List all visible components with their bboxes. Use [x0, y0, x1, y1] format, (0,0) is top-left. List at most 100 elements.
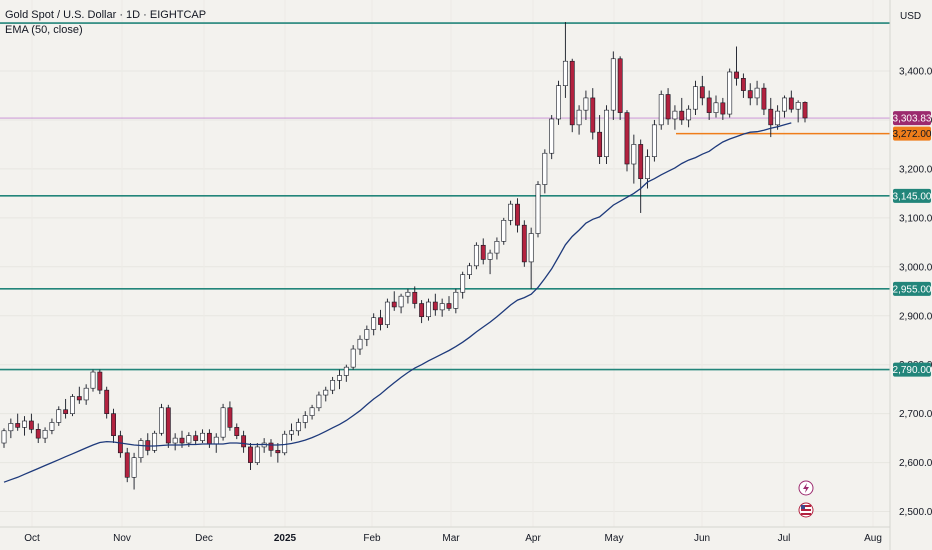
candle[interactable]	[679, 110, 685, 121]
candle[interactable]	[734, 71, 739, 79]
candle[interactable]	[638, 144, 644, 179]
candle[interactable]	[220, 407, 226, 438]
candle[interactable]	[90, 371, 96, 389]
candle[interactable]	[480, 244, 486, 260]
candle[interactable]	[706, 97, 712, 113]
candle[interactable]	[186, 435, 192, 444]
candle[interactable]	[487, 252, 493, 260]
candle[interactable]	[460, 274, 466, 293]
candle[interactable]	[432, 301, 438, 311]
candle[interactable]	[138, 440, 144, 459]
candle[interactable]	[782, 97, 787, 112]
candle[interactable]	[1, 430, 7, 444]
candle[interactable]	[213, 436, 219, 445]
candle[interactable]	[179, 437, 185, 444]
candle[interactable]	[412, 291, 418, 304]
candle[interactable]	[665, 94, 671, 120]
candle[interactable]	[426, 301, 431, 318]
candle[interactable]	[693, 86, 698, 110]
candle[interactable]	[42, 429, 48, 439]
candle[interactable]	[378, 317, 383, 325]
candle[interactable]	[542, 152, 548, 185]
flash-icon[interactable]	[798, 480, 814, 496]
candle[interactable]	[713, 102, 719, 113]
candle[interactable]	[610, 58, 616, 111]
candle[interactable]	[289, 430, 294, 435]
candle[interactable]	[467, 265, 472, 275]
candle[interactable]	[740, 78, 746, 91]
candle[interactable]	[569, 60, 575, 126]
candle[interactable]	[556, 85, 561, 120]
candle[interactable]	[727, 71, 733, 115]
candle[interactable]	[768, 108, 774, 126]
candle[interactable]	[645, 156, 650, 179]
candle[interactable]	[309, 407, 315, 416]
candle[interactable]	[549, 118, 555, 154]
candle[interactable]	[206, 432, 212, 445]
candle[interactable]	[405, 291, 411, 297]
candle[interactable]	[56, 409, 62, 423]
candle[interactable]	[672, 110, 678, 120]
candle[interactable]	[49, 422, 55, 431]
candle[interactable]	[111, 413, 116, 436]
candle[interactable]	[508, 203, 514, 221]
candle[interactable]	[343, 366, 349, 376]
candle[interactable]	[193, 435, 199, 441]
candle[interactable]	[590, 97, 596, 133]
candle[interactable]	[788, 97, 794, 110]
candle[interactable]	[624, 112, 630, 165]
candle[interactable]	[439, 303, 445, 311]
candle[interactable]	[165, 407, 171, 444]
candle[interactable]	[234, 427, 240, 436]
candle[interactable]	[754, 87, 760, 99]
candle[interactable]	[494, 241, 500, 254]
candle[interactable]	[76, 396, 82, 401]
candle[interactable]	[658, 94, 664, 126]
candle[interactable]	[515, 203, 520, 226]
candle[interactable]	[446, 303, 452, 309]
candle[interactable]	[371, 317, 377, 330]
candle[interactable]	[330, 380, 336, 391]
us-flag-icon[interactable]	[798, 502, 814, 518]
candle[interactable]	[384, 301, 390, 325]
candle[interactable]	[254, 446, 260, 463]
candle[interactable]	[104, 389, 110, 414]
candle[interactable]	[795, 102, 801, 110]
candle[interactable]	[631, 144, 637, 165]
candle[interactable]	[686, 108, 692, 121]
candle[interactable]	[63, 409, 69, 414]
candle[interactable]	[398, 295, 404, 308]
candle[interactable]	[172, 437, 178, 444]
candle[interactable]	[302, 415, 308, 423]
candle[interactable]	[391, 301, 397, 308]
candle[interactable]	[576, 109, 582, 126]
candle[interactable]	[275, 450, 281, 454]
candle[interactable]	[747, 90, 753, 99]
candle[interactable]	[241, 435, 247, 448]
candle[interactable]	[316, 394, 322, 409]
candle[interactable]	[583, 97, 589, 111]
candle[interactable]	[268, 442, 274, 451]
candle[interactable]	[775, 110, 781, 126]
candle[interactable]	[323, 389, 329, 396]
candle[interactable]	[152, 432, 158, 451]
candle[interactable]	[617, 58, 623, 113]
candle[interactable]	[15, 423, 21, 428]
candle[interactable]	[419, 303, 425, 318]
candle[interactable]	[22, 420, 27, 428]
candle[interactable]	[83, 387, 89, 401]
candle[interactable]	[651, 124, 657, 157]
candle[interactable]	[761, 87, 767, 110]
candle[interactable]	[597, 131, 603, 157]
candle[interactable]	[562, 60, 568, 86]
candle[interactable]	[453, 291, 459, 309]
candle[interactable]	[357, 338, 363, 350]
candle[interactable]	[501, 219, 507, 242]
candle[interactable]	[8, 423, 14, 432]
candle[interactable]	[295, 422, 301, 432]
candle[interactable]	[473, 244, 479, 267]
candle[interactable]	[350, 348, 356, 368]
candle[interactable]	[35, 429, 41, 439]
candle[interactable]	[364, 329, 370, 340]
candle[interactable]	[720, 102, 726, 115]
